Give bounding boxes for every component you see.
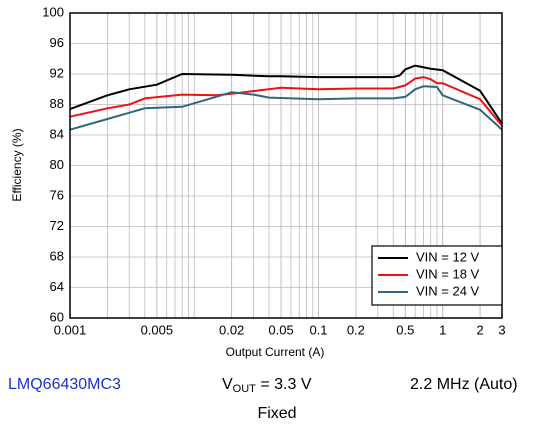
x-tick-label: 0.001 [54,322,87,337]
x-tick-label: 0.5 [396,322,414,337]
series-line [69,76,503,127]
y-tick-label: 76 [50,187,64,202]
x-tick-label: 0.1 [309,322,327,337]
legend-label: VIN = 12 V [416,249,480,264]
x-tick-label: 0.2 [347,322,365,337]
vout-base: V [222,376,233,393]
y-tick-label: 92 [50,65,64,80]
x-axis-label: Output Current (A) [226,345,325,359]
x-tick-label: 2 [477,322,484,337]
y-tick-label: 96 [50,35,64,50]
legend-label: VIN = 18 V [416,266,480,281]
vout-sub: OUT [233,383,257,395]
vout-rest: = 3.3 V [256,376,312,393]
y-tick-label: 84 [50,126,64,141]
y-tick-label: 72 [50,218,64,233]
x-tick-label: 0.005 [141,322,174,337]
y-axis-label: Efficiency (%) [10,128,24,201]
x-tick-label: 1 [439,322,446,337]
plot-frame [69,12,503,319]
series-line [69,64,503,125]
y-tick-label: 64 [50,279,64,294]
frequency: 2.2 MHz (Auto) [410,376,518,393]
x-tick-label: 3 [498,322,505,337]
mode: Fixed [257,405,296,422]
series-line [69,85,503,131]
vout: VOUT = 3.3 V [222,376,312,395]
legend-label: VIN = 24 V [416,283,480,298]
y-tick-label: 88 [50,96,64,111]
y-tick-label: 68 [50,248,64,263]
y-tick-label: 80 [50,157,64,172]
device-name: LMQ66430MC3 [8,376,121,393]
y-tick-label: 60 [50,309,64,324]
y-tick-label: 100 [42,4,64,19]
x-tick-label: 0.05 [268,322,293,337]
x-tick-label: 0.02 [219,322,244,337]
